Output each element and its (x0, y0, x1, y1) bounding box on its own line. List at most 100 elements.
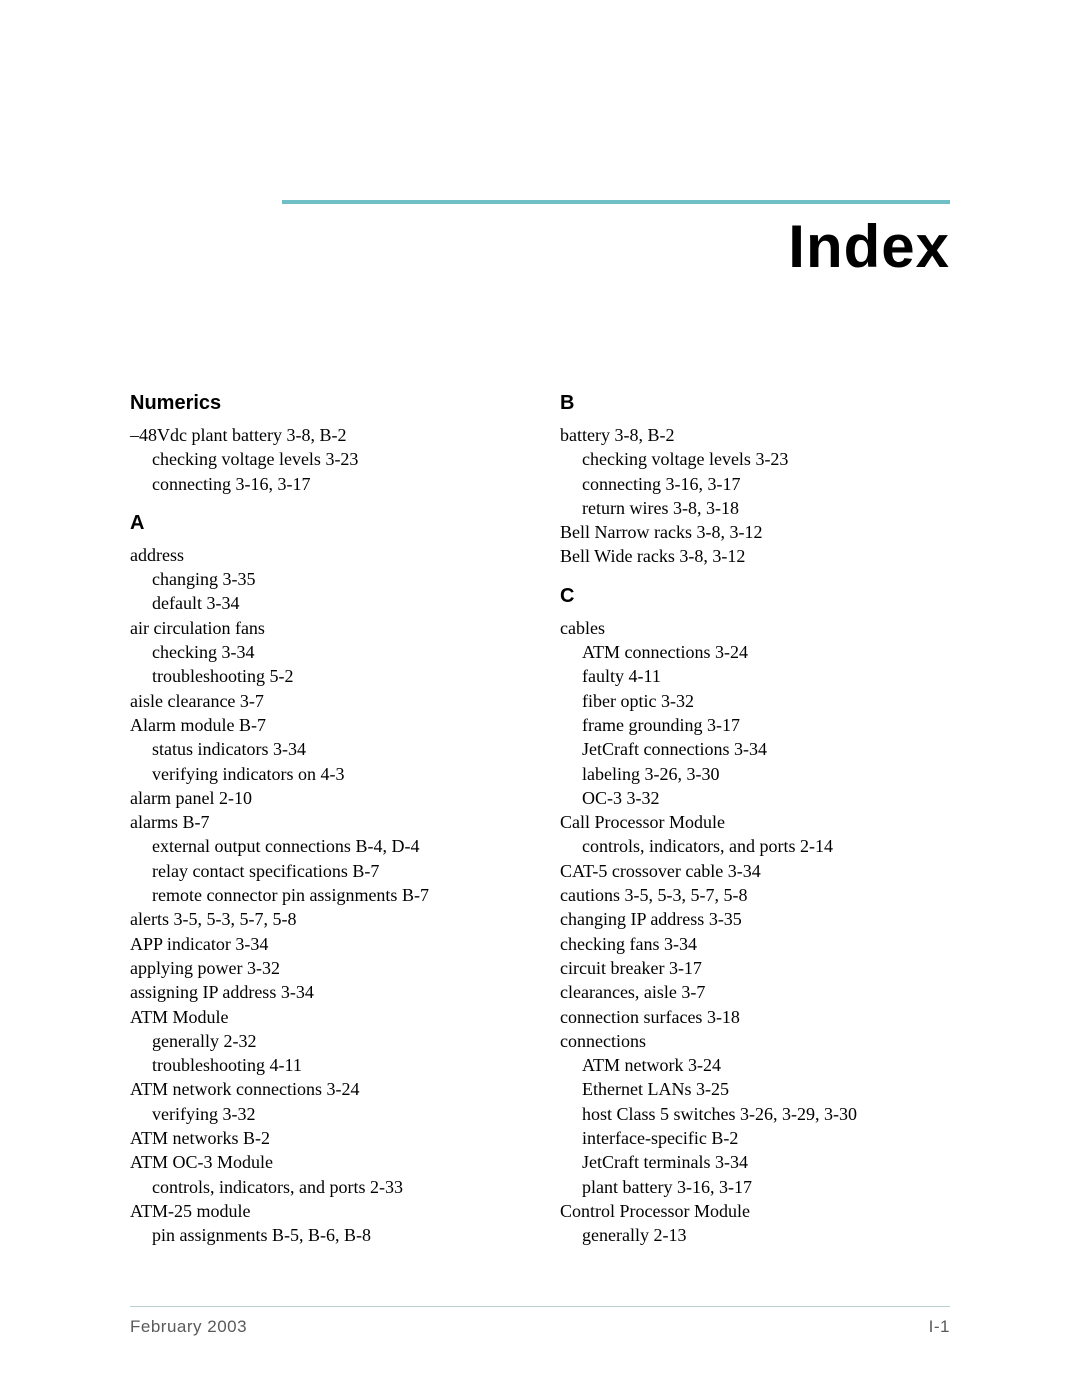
index-entry: status indicators 3-34 (130, 737, 520, 761)
index-entry: battery 3-8, B-2 (560, 423, 950, 447)
entry-text: OC-3 (582, 788, 622, 808)
entry-pages: 3-8, 3-18 (668, 498, 739, 518)
entry-pages: 3-8, 3-12 (675, 546, 746, 566)
entry-text: ATM connections (582, 642, 710, 662)
entry-text: checking fans (560, 934, 659, 954)
index-entry: connection surfaces 3-18 (560, 1005, 950, 1029)
entry-pages: B-7 (397, 885, 429, 905)
entry-text: troubleshooting (152, 1055, 265, 1075)
index-entry: alarms B-7 (130, 810, 520, 834)
footer-rule (130, 1306, 950, 1307)
entry-pages: 3-26, 3-30 (640, 764, 720, 784)
entry-text: JetCraft terminals (582, 1152, 710, 1172)
entry-pages: 4-11 (265, 1055, 302, 1075)
entry-text: Bell Wide racks (560, 546, 675, 566)
index-entry: OC-3 3-32 (560, 786, 950, 810)
entry-pages: 2-13 (649, 1225, 687, 1245)
entry-pages: 3-24 (710, 642, 748, 662)
index-entry: Bell Narrow racks 3-8, 3-12 (560, 520, 950, 544)
entry-pages: 3-25 (691, 1079, 729, 1099)
entry-text: Call Processor Module (560, 812, 725, 832)
entry-pages: 3-34 (268, 739, 306, 759)
entry-pages: 2-32 (219, 1031, 257, 1051)
entry-text: ATM OC-3 Module (130, 1152, 273, 1172)
entry-text: host Class 5 switches (582, 1104, 736, 1124)
entry-pages: 3-34 (729, 739, 767, 759)
entry-text: controls, indicators, and ports (152, 1177, 365, 1197)
entry-text: clearances, aisle (560, 982, 677, 1002)
entry-pages: 3-16, 3-17 (672, 1177, 752, 1197)
entry-text: default (152, 593, 202, 613)
index-entry: –48Vdc plant battery 3-8, B-2 (130, 423, 520, 447)
entry-pages: 3-17 (702, 715, 740, 735)
entry-pages: B-2 (707, 1128, 739, 1148)
entry-text: checking voltage levels (152, 449, 321, 469)
index-entry: air circulation fans (130, 616, 520, 640)
entry-text: APP indicator (130, 934, 231, 954)
entry-pages: 3-24 (684, 1055, 722, 1075)
index-entry: troubleshooting 5-2 (130, 664, 520, 688)
entry-text: battery (560, 425, 610, 445)
index-entry: default 3-34 (130, 591, 520, 615)
footer-row: February 2003 I-1 (130, 1317, 950, 1337)
entry-text: CAT-5 crossover cable (560, 861, 723, 881)
entry-text: JetCraft connections (582, 739, 729, 759)
entry-pages: B-7 (178, 812, 210, 832)
index-entry: alerts 3-5, 5-3, 5-7, 5-8 (130, 907, 520, 931)
index-entry: checking voltage levels 3-23 (130, 447, 520, 471)
index-entry: Alarm module B-7 (130, 713, 520, 737)
entry-pages: 3-34 (659, 934, 697, 954)
entry-pages: 3-23 (751, 449, 789, 469)
index-entry: connecting 3-16, 3-17 (130, 472, 520, 496)
index-page: Index Numerics–48Vdc plant battery 3-8, … (0, 0, 1080, 1397)
index-entry: return wires 3-8, 3-18 (560, 496, 950, 520)
entry-pages: 3-34 (217, 642, 255, 662)
entry-text: Control Processor Module (560, 1201, 750, 1221)
entry-text: faulty (582, 666, 624, 686)
index-entry: troubleshooting 4-11 (130, 1053, 520, 1077)
index-entry: controls, indicators, and ports 2-14 (560, 834, 950, 858)
page-footer: February 2003 I-1 (130, 1306, 950, 1337)
index-entry: remote connector pin assignments B-7 (130, 883, 520, 907)
index-entry: ATM network connections 3-24 (130, 1077, 520, 1101)
entry-text: labeling (582, 764, 640, 784)
entry-pages: 3-5, 5-3, 5-7, 5-8 (620, 885, 747, 905)
footer-date: February 2003 (130, 1317, 247, 1337)
entry-pages: 3-24 (322, 1079, 360, 1099)
entry-text: interface-specific (582, 1128, 707, 1148)
entry-pages: 3-16, 3-17 (231, 474, 311, 494)
index-entry: checking voltage levels 3-23 (560, 447, 950, 471)
entry-text: status indicators (152, 739, 268, 759)
index-entry: CAT-5 crossover cable 3-34 (560, 859, 950, 883)
footer-page-number: I-1 (929, 1317, 950, 1337)
index-entry: alarm panel 2-10 (130, 786, 520, 810)
entry-text: frame grounding (582, 715, 702, 735)
index-entry: APP indicator 3-34 (130, 932, 520, 956)
entry-text: connection surfaces (560, 1007, 702, 1027)
entry-pages: 3-34 (231, 934, 269, 954)
entry-pages: 3-35 (218, 569, 256, 589)
index-entry: connecting 3-16, 3-17 (560, 472, 950, 496)
entry-pages: 3-17 (664, 958, 702, 978)
page-title: Index (788, 212, 950, 281)
index-entry: ATM-25 module (130, 1199, 520, 1223)
index-entry: Bell Wide racks 3-8, 3-12 (560, 544, 950, 568)
index-entry: clearances, aisle 3-7 (560, 980, 950, 1004)
entry-text: Alarm module (130, 715, 234, 735)
index-entry: host Class 5 switches 3-26, 3-29, 3-30 (560, 1102, 950, 1126)
entry-text: assigning IP address (130, 982, 276, 1002)
entry-pages: 2-14 (795, 836, 833, 856)
entry-pages: B-4, D-4 (351, 836, 420, 856)
right-column: Bbattery 3-8, B-2checking voltage levels… (560, 390, 950, 1248)
entry-pages: 4-3 (316, 764, 345, 784)
entry-text: ATM Module (130, 1007, 229, 1027)
entry-text: fiber optic (582, 691, 656, 711)
index-entry: aisle clearance 3-7 (130, 689, 520, 713)
entry-pages: B-5, B-6, B-8 (268, 1225, 372, 1245)
entry-pages: 3-5, 5-3, 5-7, 5-8 (169, 909, 296, 929)
index-entry: verifying 3-32 (130, 1102, 520, 1126)
index-entry: ATM connections 3-24 (560, 640, 950, 664)
entry-text: plant battery (582, 1177, 672, 1197)
entry-text: remote connector pin assignments (152, 885, 397, 905)
entry-pages: 3-34 (710, 1152, 748, 1172)
